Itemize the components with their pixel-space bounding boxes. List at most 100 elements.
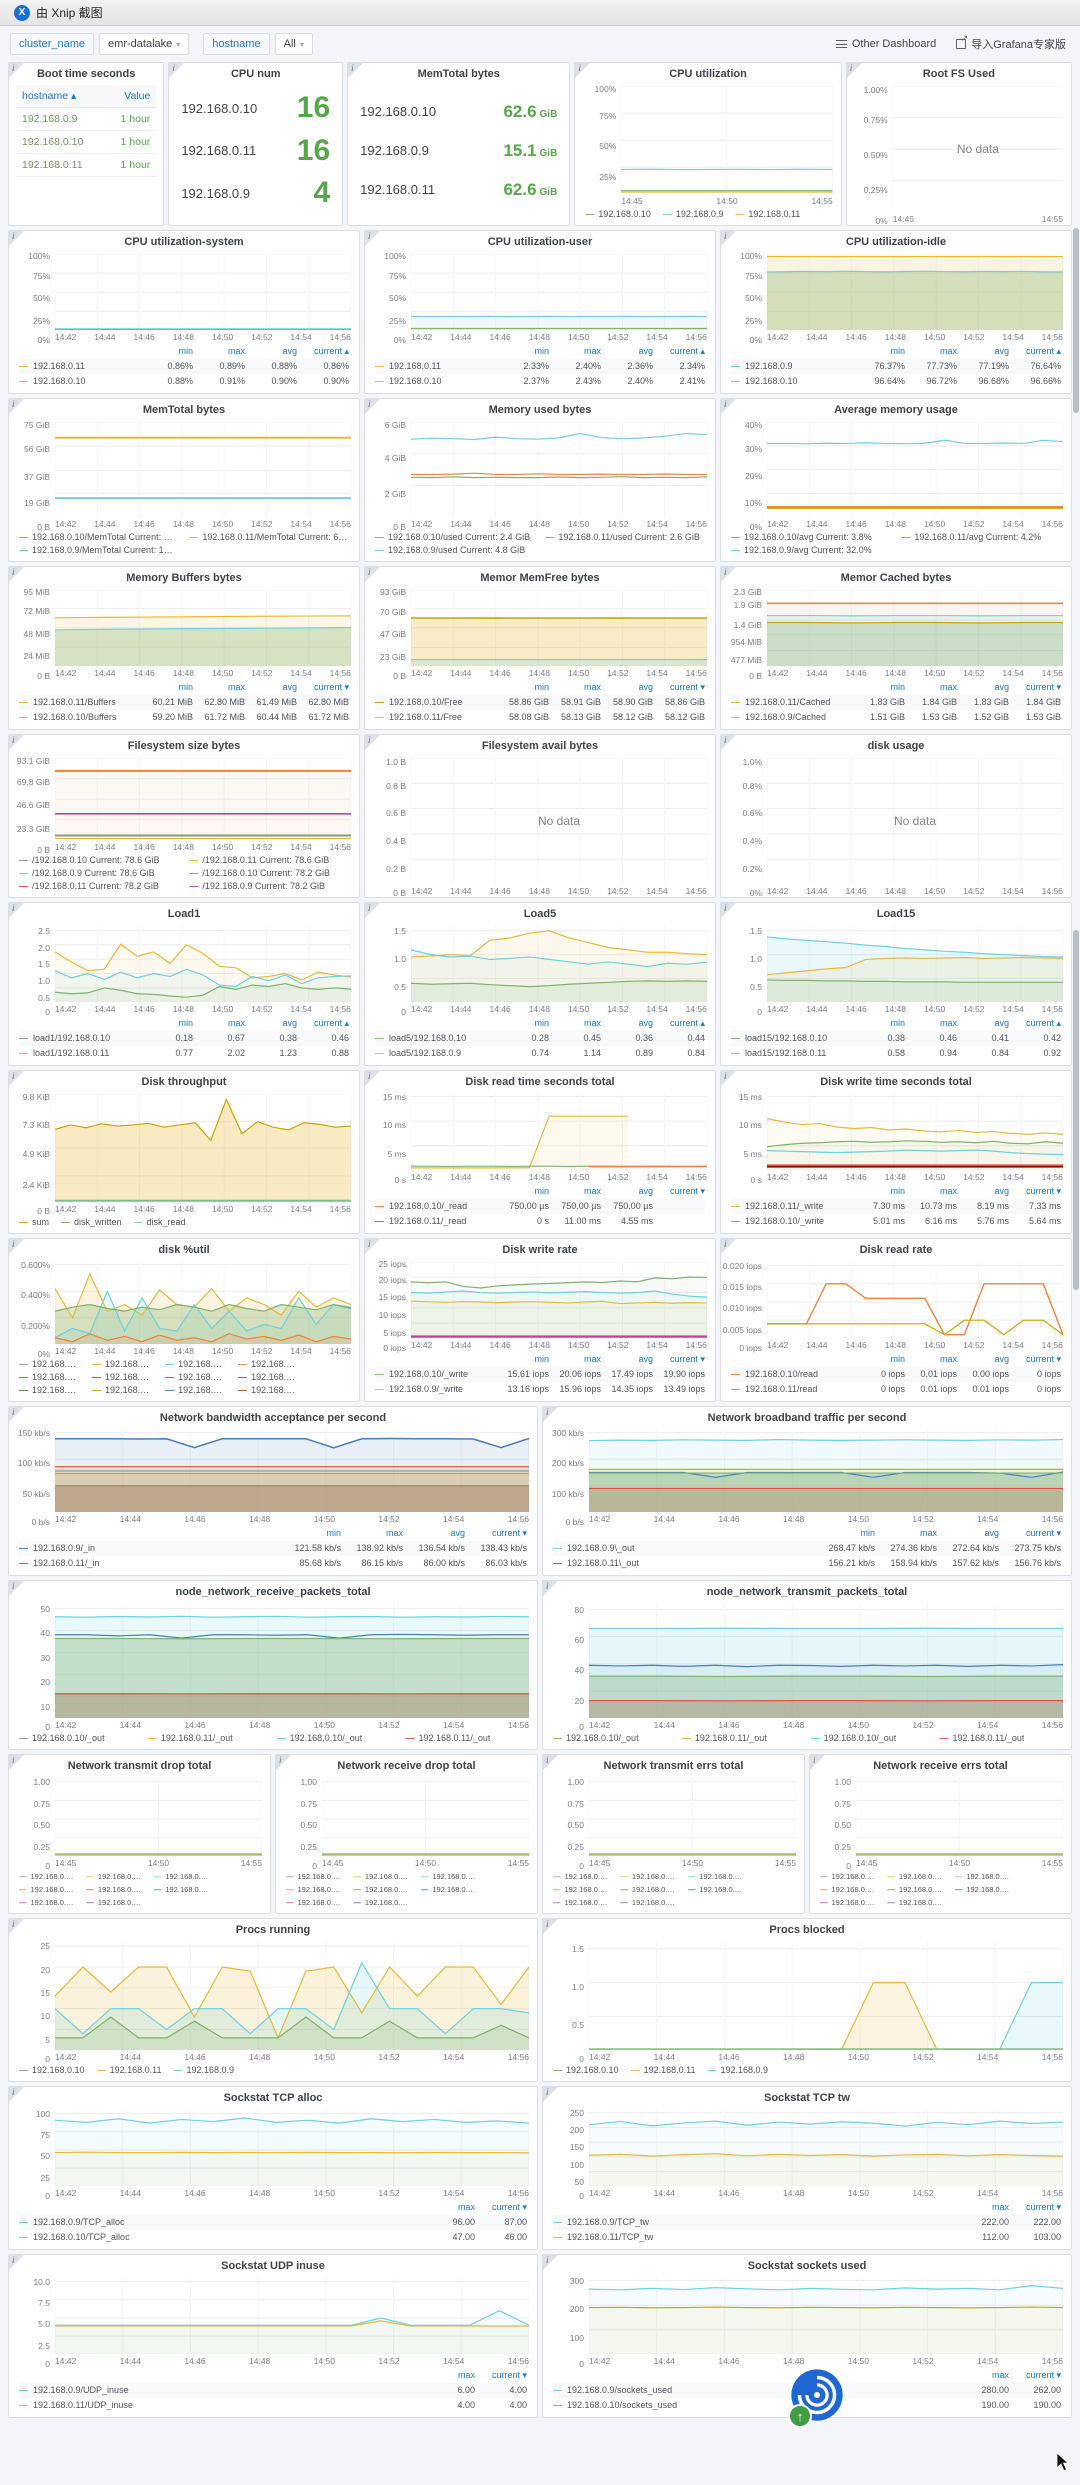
panel-info-icon[interactable]: i — [846, 63, 862, 78]
panel-info-icon[interactable]: i — [348, 63, 364, 78]
floating-assistant-button[interactable]: ↑ — [788, 2368, 844, 2428]
legend-item[interactable]: —192.168.0.10/_out — [955, 1870, 1010, 1883]
legend-column-header[interactable]: min — [178, 346, 193, 356]
legend-column-header[interactable]: current ▾ — [491, 2202, 527, 2212]
legend-row[interactable]: — 192.168.0.11/read 0 iops 0.01 iops 0.01 io… — [731, 1382, 1061, 1397]
legend-column-header[interactable]: current ▾ — [669, 682, 705, 692]
panel-info-icon[interactable]: i — [169, 63, 185, 78]
scrollbar[interactable] — [1073, 0, 1079, 2485]
panel-info-icon[interactable]: i — [9, 2255, 24, 2270]
legend-column-header[interactable]: avg — [994, 682, 1009, 692]
panel-info-icon[interactable]: i — [543, 1407, 558, 1422]
legend-item[interactable]: — 192.168.0.10/MemTotal Current: 62.6 GiB — [19, 531, 177, 544]
legend-item[interactable]: — 192.168.0.9/avg Current: 32.0% — [731, 544, 889, 557]
legend-item[interactable]: — 192.168.0.10 — [19, 2064, 85, 2077]
legend-item[interactable]: —192.168.0.9 — [663, 208, 724, 221]
legend-column-header[interactable]: current ▾ — [491, 1528, 527, 1538]
legend-column-header[interactable]: max — [457, 2202, 475, 2212]
legend-item[interactable]: —192.168.0.11/_out — [939, 1732, 1056, 1745]
legend-row[interactable]: — 192.168.0.9/TCP_tw 222.00 222.00 — [553, 2215, 1061, 2230]
legend-column-header[interactable]: max — [939, 1186, 957, 1196]
plot-canvas[interactable] — [55, 1094, 351, 1202]
legend-row[interactable]: — 192.168.0.11/_read 0 s 11.00 ms 4.55 ms — [375, 1214, 705, 1229]
legend-column-header[interactable]: max — [939, 1018, 957, 1028]
legend-item[interactable]: —192.168.0.11/_out — [955, 1883, 1010, 1896]
legend-item[interactable]: —192.168.0.10/ — [165, 1384, 226, 1397]
legend-item[interactable]: —192.168.0.10/ — [238, 1358, 299, 1371]
plot-canvas[interactable] — [767, 1262, 1063, 1338]
legend-item[interactable]: —192.168.0.11/avg Current: 4.2% — [901, 531, 1059, 544]
legend-row[interactable]: — 192.168.0.10/_read 750.00 µs 750.00 µs 750… — [375, 1199, 705, 1214]
scrollbar-thumb[interactable] — [1073, 228, 1079, 413]
legend-item[interactable]: —192.168.0.11/_out — [353, 1896, 408, 1909]
panel-info-icon[interactable]: i — [9, 1581, 24, 1596]
plot-canvas[interactable] — [55, 254, 351, 330]
legend-column-header[interactable]: max — [939, 682, 957, 692]
legend-column-header[interactable]: min — [326, 1528, 341, 1538]
plot-canvas[interactable] — [55, 2110, 529, 2186]
legend-item[interactable]: — 192.168.0.9/MemTotal Current: 15.1 GiB — [19, 544, 177, 557]
legend-column-header[interactable]: current ▾ — [1025, 2370, 1061, 2380]
legend-column-header[interactable]: min — [178, 1018, 193, 1028]
legend-column-header[interactable]: max — [583, 346, 601, 356]
panel-info-icon[interactable]: i — [365, 735, 380, 750]
toolbar-link[interactable]: Other Dashboard — [835, 38, 936, 50]
plot-canvas[interactable] — [589, 2278, 1063, 2354]
legend-item[interactable]: —192.168.0.11/_out — [620, 1870, 675, 1883]
panel-info-icon[interactable]: i — [543, 1755, 558, 1770]
plot-canvas[interactable] — [767, 590, 1063, 666]
legend-item[interactable]: —192.168.0.10/_out — [86, 1883, 141, 1896]
panel-info-icon[interactable]: i — [365, 231, 380, 246]
legend-item[interactable]: —192.168.0.11 — [735, 208, 800, 221]
plot-canvas[interactable] — [55, 422, 351, 517]
legend-column-header[interactable]: avg — [638, 682, 653, 692]
plot-canvas[interactable] — [55, 1604, 529, 1718]
legend-row[interactable]: — 192.168.0.11/_in 85.68 kb/s 86.15 kb/s 86.… — [19, 1556, 527, 1571]
legend-column-header[interactable]: max — [583, 1186, 601, 1196]
legend-item[interactable]: —192.168.0.10/_out — [820, 1870, 875, 1883]
legend-item[interactable]: — 192.168.0.10/used Current: 2.4 GiB — [375, 531, 533, 544]
legend-item[interactable]: — 192.168.0.10/avg Current: 3.8% — [731, 531, 889, 544]
legend-item[interactable]: —192.168.0.11/_out — [887, 1896, 942, 1909]
legend-item[interactable]: — /192.168.0.9 Current: 78.6 GiB — [19, 867, 177, 880]
legend-item[interactable]: —192.168.0.11/ — [92, 1384, 153, 1397]
legend-row[interactable]: — 192.168.0.11/UDP_inuse 4.00 4.00 — [19, 2398, 527, 2413]
panel-info-icon[interactable]: i — [9, 63, 24, 78]
plot-canvas[interactable] — [55, 926, 351, 1002]
legend-item[interactable]: —192.168.0.11 — [631, 2064, 696, 2077]
legend-item[interactable]: —192.168.0.10/_out — [286, 1870, 341, 1883]
legend-item[interactable]: —192.168.0.10/ — [19, 1384, 80, 1397]
scroll-top-arrow-icon[interactable]: ↑ — [788, 2404, 812, 2428]
panel-info-icon[interactable]: i — [543, 1919, 558, 1934]
legend-item[interactable]: —192.168.0.11/ — [92, 1358, 153, 1371]
legend-column-header[interactable]: current ▴ — [669, 346, 705, 356]
legend-column-header[interactable]: max — [583, 682, 601, 692]
legend-item[interactable]: —192.168.0.11/_out — [421, 1883, 476, 1896]
panel-info-icon[interactable]: i — [365, 1239, 380, 1254]
legend-item[interactable]: —192.168.0.10/_out — [353, 1883, 408, 1896]
legend-item[interactable]: —192.168.0.11/_out — [620, 1896, 675, 1909]
panel-info-icon[interactable]: i — [721, 903, 736, 918]
legend-column-header[interactable]: min — [890, 1018, 905, 1028]
legend-item[interactable]: —192.168.0.11/_out — [86, 1896, 141, 1909]
legend-column-header[interactable]: min — [534, 682, 549, 692]
legend-column-header[interactable]: max — [583, 1354, 601, 1364]
plot-canvas[interactable] — [411, 1262, 707, 1338]
panel-info-icon[interactable]: i — [721, 231, 736, 246]
legend-row[interactable]: — 192.168.0.10/read 0 iops 0.01 iops 0.00 io… — [731, 1367, 1061, 1382]
legend-row[interactable]: — 192.168.0.9/TCP_alloc 96.00 87.00 — [19, 2215, 527, 2230]
legend-column-header[interactable]: min — [890, 1186, 905, 1196]
legend-column-header[interactable]: current ▾ — [1025, 1528, 1061, 1538]
panel-info-icon[interactable]: i — [9, 231, 24, 246]
plot-canvas[interactable] — [55, 758, 351, 840]
plot-canvas[interactable] — [589, 1778, 796, 1856]
panel-info-icon[interactable]: i — [9, 1239, 24, 1254]
legend-row[interactable]: — 192.168.0.11 2.33% 2.40% 2.36% 2.34% — [375, 359, 705, 374]
legend-item[interactable]: —192.168.0.11/_out — [820, 1883, 875, 1896]
panel-info-icon[interactable]: i — [9, 567, 24, 582]
legend-item[interactable]: —192.168.0.9 — [173, 2064, 234, 2077]
plot-canvas[interactable] — [55, 1942, 529, 2050]
legend-item[interactable]: —192.168.0.11/_out — [405, 1732, 522, 1745]
legend-item[interactable]: — disk_written — [61, 1216, 122, 1229]
legend-column-header[interactable]: current ▾ — [313, 682, 349, 692]
